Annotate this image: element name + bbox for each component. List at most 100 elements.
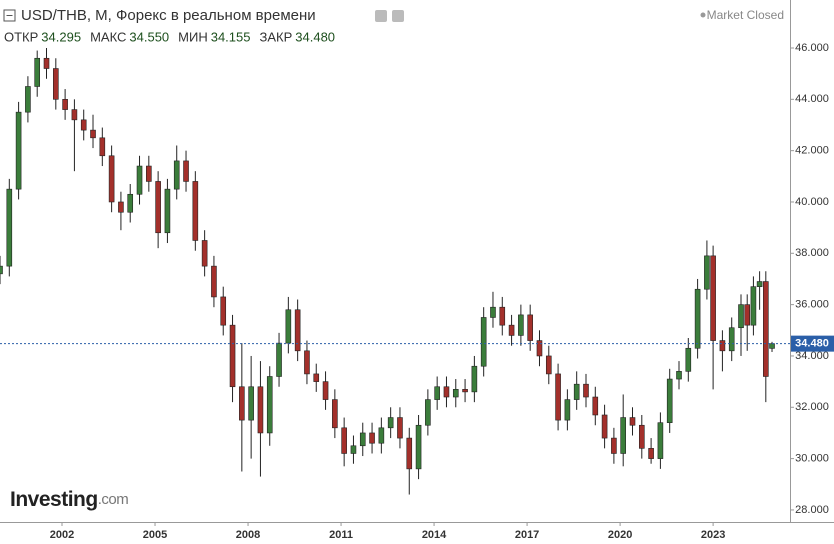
header-name: МИН — [178, 29, 208, 44]
plot — [0, 47, 775, 495]
candle-body — [573, 383, 580, 400]
close-icon[interactable] — [392, 10, 404, 22]
header-name: ОТКР — [4, 29, 38, 44]
candle-body — [763, 281, 769, 377]
candle-body — [499, 306, 506, 326]
y-tick-label: 34.000 — [795, 350, 829, 362]
candle-body — [415, 424, 422, 470]
candle-body — [744, 304, 751, 326]
candle-body — [369, 432, 375, 444]
x-tick-label: 2011 — [329, 529, 353, 541]
candle-body — [332, 399, 338, 429]
candle-body — [620, 417, 626, 454]
candle-body — [397, 417, 403, 439]
candle-body — [155, 181, 161, 234]
candle-body — [201, 240, 208, 267]
candle-body — [629, 417, 636, 426]
candle-body — [518, 314, 524, 336]
candle-body — [452, 389, 459, 398]
candle-body — [6, 188, 13, 267]
x-tick-label: 2014 — [422, 529, 447, 541]
x-tick-label: 2017 — [515, 529, 539, 541]
candle-body — [387, 417, 394, 429]
y-tick-label: 42.000 — [795, 145, 829, 157]
candle-body — [322, 381, 329, 400]
candle-body — [192, 181, 199, 241]
candle-body — [25, 86, 31, 113]
candle-body — [304, 350, 310, 375]
candle-body — [136, 165, 143, 195]
candle-body — [508, 324, 515, 336]
candle-body — [583, 383, 589, 398]
y-tick-label: 28.000 — [795, 504, 829, 516]
candle-body — [34, 57, 41, 87]
header-value: 34.550 — [129, 29, 169, 44]
y-tick-label: 32.000 — [795, 401, 829, 413]
candle-body — [108, 155, 115, 203]
candle-body — [443, 386, 450, 398]
candle-body — [638, 424, 645, 449]
header-name: МАКС — [90, 29, 126, 44]
candle-body — [99, 137, 106, 157]
candle-body — [601, 414, 608, 439]
candle-body — [378, 427, 385, 444]
candle-body — [738, 304, 744, 329]
candle-body — [248, 386, 254, 421]
candle-body — [266, 376, 273, 434]
brand-logo: Investing.com — [10, 488, 128, 511]
candle-body — [350, 445, 357, 454]
y-tick-label: 44.000 — [795, 93, 829, 105]
brand-suffix: .com — [98, 491, 129, 508]
y-tick-label: 40.000 — [795, 196, 829, 208]
collapse-icon[interactable] — [3, 9, 16, 22]
candle-body — [62, 99, 68, 110]
candle-body — [341, 427, 347, 454]
x-tick-label: 2008 — [236, 529, 260, 541]
candle-body — [220, 296, 227, 326]
candle-body — [294, 309, 301, 352]
candle-body — [239, 386, 245, 421]
x-tick-label: 2023 — [701, 529, 725, 541]
candle-body — [313, 373, 320, 382]
candle-body — [434, 386, 440, 400]
x-tick-label: 2005 — [143, 529, 167, 541]
y-tick-label: 46.000 — [795, 42, 829, 54]
candle-body — [527, 314, 533, 341]
candle-body — [164, 188, 171, 234]
settings-icon[interactable] — [375, 10, 387, 22]
last-price-box — [791, 335, 834, 352]
candle-body — [406, 437, 413, 470]
candle-body — [80, 119, 87, 131]
candle-body — [704, 255, 710, 290]
candle-body — [43, 57, 50, 69]
header-value: 34.480 — [295, 29, 335, 44]
candle-body — [146, 165, 152, 182]
candle-body — [756, 281, 763, 287]
candle-body — [611, 437, 617, 454]
candle-body — [545, 355, 552, 375]
market-status: Market Closed — [707, 8, 784, 22]
candle-body — [53, 68, 59, 100]
candle-body — [425, 399, 431, 426]
candle-body — [359, 432, 366, 447]
candle-body — [127, 193, 134, 213]
candle-body — [769, 343, 775, 349]
candle-body — [118, 201, 124, 213]
candle-body — [471, 365, 478, 393]
y-tick-label: 30.000 — [795, 453, 829, 465]
candle-body — [462, 389, 468, 393]
candle-body — [490, 306, 496, 318]
candle-body — [0, 265, 3, 275]
brand-name: Investing — [10, 488, 98, 511]
candle-body — [728, 327, 735, 352]
ohlc-header: ОТКР 34.295 МАКС 34.550 МИН 34.155 ЗАКР 34.480 — [4, 29, 335, 44]
candle-body — [276, 342, 282, 377]
candle-body — [15, 111, 22, 190]
candle-body — [694, 288, 701, 349]
candle-body — [564, 399, 571, 421]
candle-body — [657, 422, 664, 459]
candle-body — [229, 324, 236, 388]
candle-body — [666, 378, 673, 423]
